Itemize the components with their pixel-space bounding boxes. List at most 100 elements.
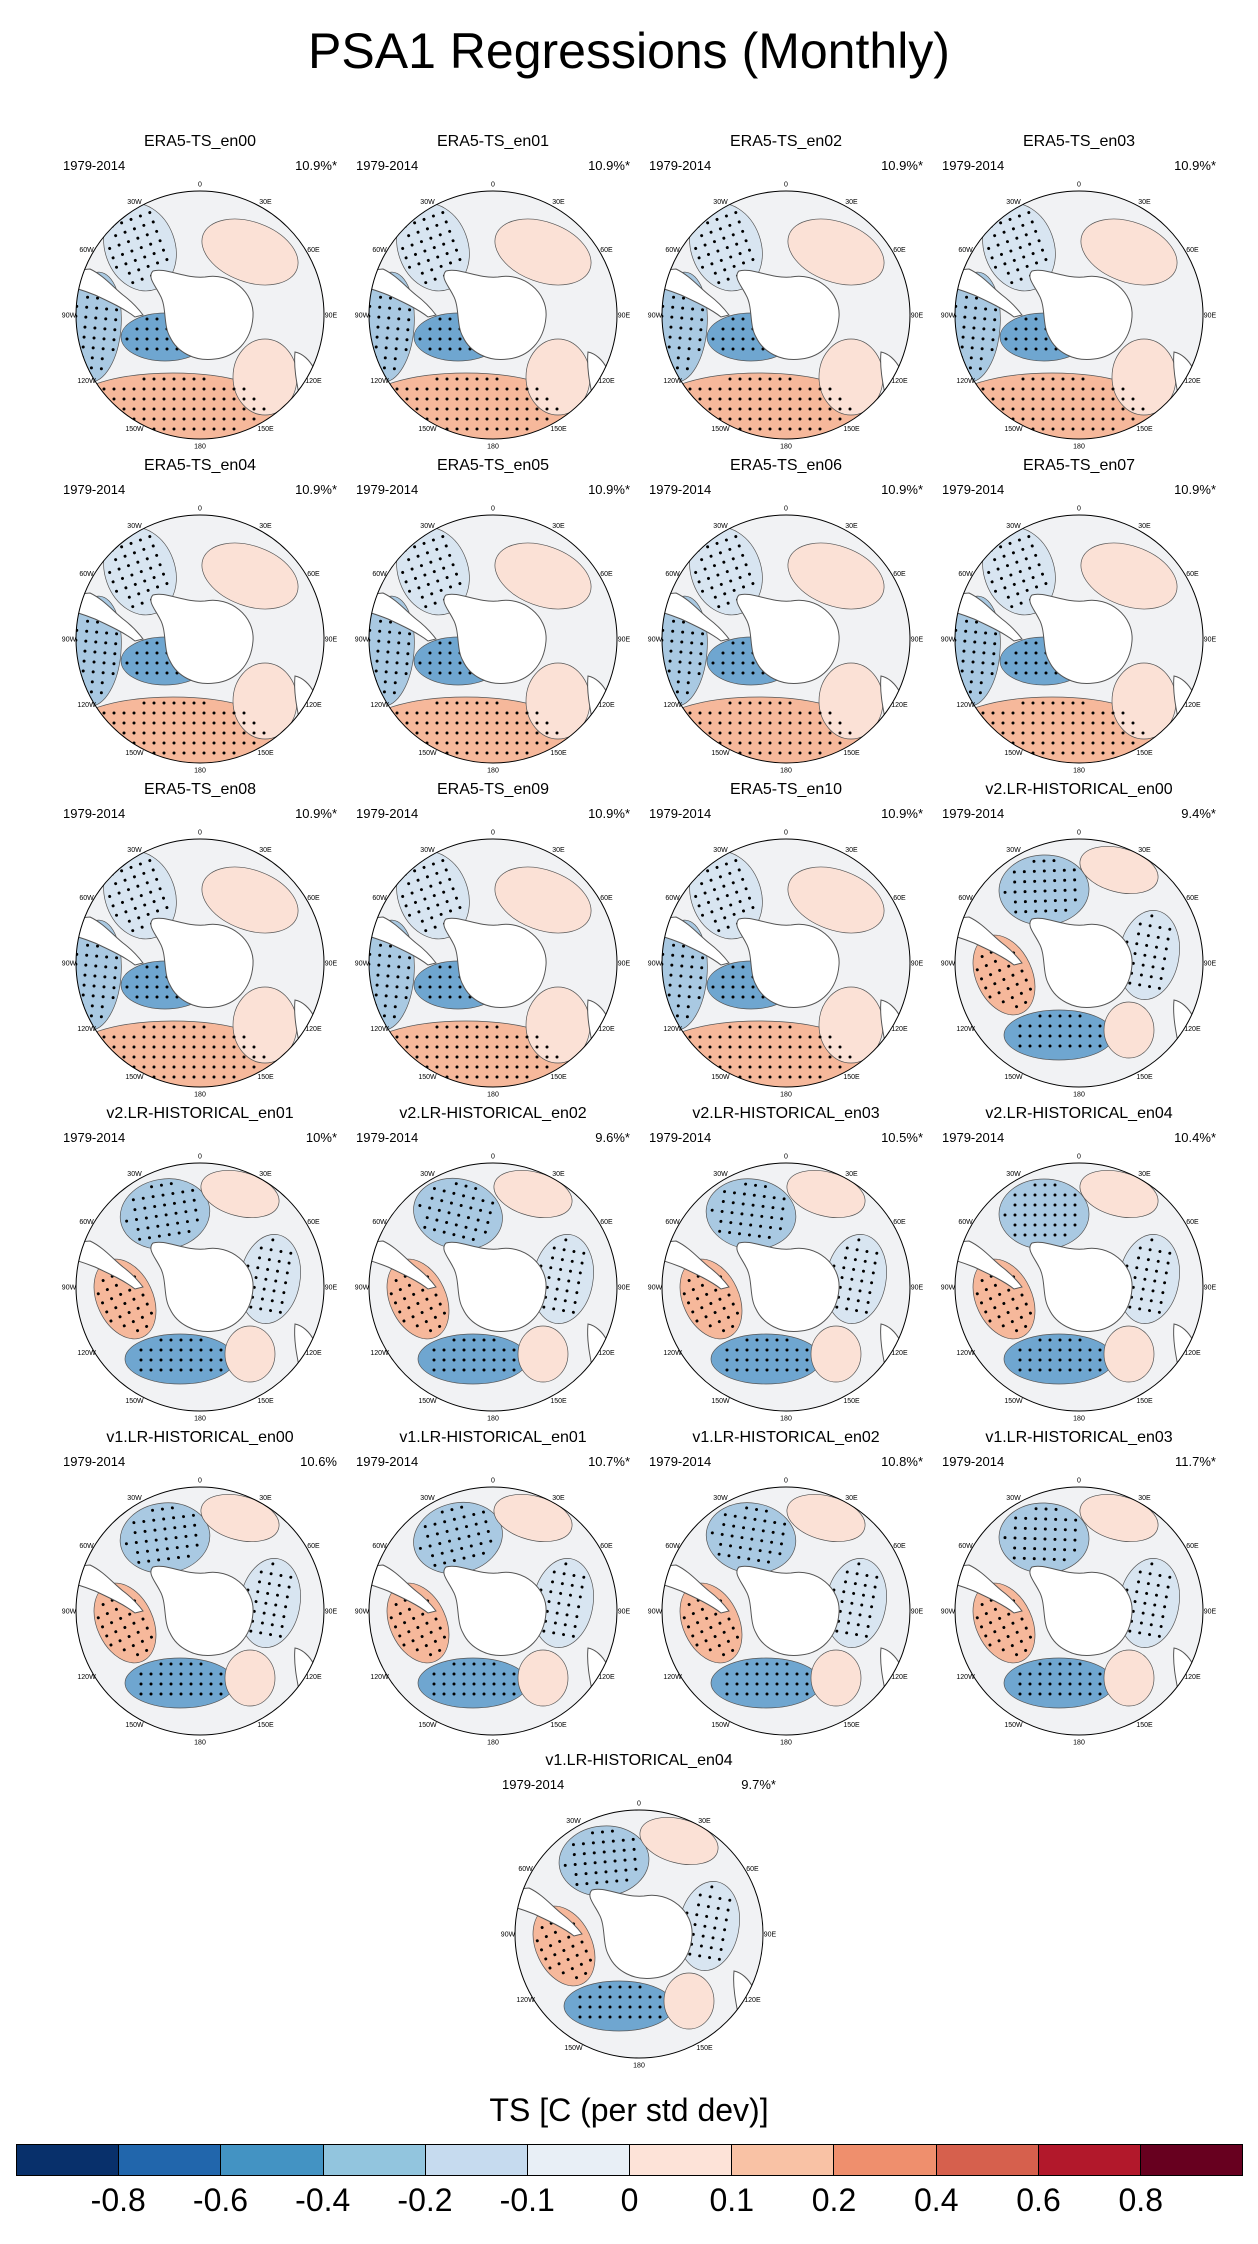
longitude-label: 30W [127,199,142,206]
panel-title: ERA5-TS_en04 [143,457,257,474]
longitude-label: 150W [1004,750,1023,757]
polar-map: 0 30E 60E 90E 120E 150E 180 150W 120W 90W 60W 30W [62,506,338,775]
polar-map: 0 30E 60E 90E 120E 150E 180 150W 120W 90W 60W 30W [62,830,338,1099]
longitude-label: 0 [1077,1154,1081,1161]
longitude-label: 150W [418,1398,437,1405]
longitude-label: 150W [418,1722,437,1729]
longitude-label: 150W [564,2045,583,2052]
longitude-label: 120W [370,1350,389,1357]
panel-variance-percent: 10.8%* [881,1454,923,1469]
anomaly-region-positive [493,1494,573,1542]
longitude-label: 0 [1077,182,1081,189]
longitude-label: 150W [125,426,144,433]
antarctica-land [1029,1241,1133,1333]
map-boundary [954,1486,1204,1736]
longitude-label: 60E [1186,247,1199,254]
longitude-label: 90W [62,637,77,644]
significance-stipple [710,1182,786,1239]
panel-period: 1979-2014 [63,482,126,497]
significance-stipple [418,1505,493,1567]
panel-title: v2.LR-HISTORICAL_en02 [399,1105,587,1122]
panel-period: 1979-2014 [649,158,712,173]
longitude-label: 0 [784,1154,788,1161]
panel-variance-percent: 10.9%* [588,482,630,497]
longitude-label: 30W [713,1495,728,1502]
polar-map: 0 30E 60E 90E 120E 150E 180 150W 120W 90W 60W 30W [62,1478,338,1747]
longitude-label: 90W [941,961,956,968]
longitude-label: 150E [257,1722,274,1729]
significance-stipple [76,933,119,1019]
longitude-label: 0 [491,1154,495,1161]
panel-title: v1.LR-HISTORICAL_en01 [399,1429,587,1446]
map-field [369,839,617,1087]
anomaly-region-positive [517,1325,569,1383]
panel-period: 1979-2014 [502,1777,565,1792]
longitude-label: 150W [1004,426,1023,433]
longitude-label: 90E [1204,313,1217,320]
longitude-label: 30W [1006,523,1021,530]
longitude-label: 60E [893,247,906,254]
longitude-label: 180 [780,1740,792,1747]
anomaly-region-positive [224,1649,276,1707]
map-field [369,1487,617,1735]
map-panel: v1.LR-HISTORICAL_en04 1979-2014 9.7%* 0 30E 6… [494,1752,784,2070]
longitude-label: 30W [1006,1171,1021,1178]
longitude-label: 0 [1077,506,1081,513]
longitude-label: 150E [843,1074,860,1081]
map-panel: ERA5-TS_en00 1979-2014 10.9%* 0 30E 60E 90E 120… [55,133,345,451]
panel-period: 1979-2014 [942,1454,1005,1469]
panel-title: v1.LR-HISTORICAL_en02 [692,1429,880,1446]
map-panel: v2.LR-HISTORICAL_en01 1979-2014 10%* 0 30E 60… [55,1105,345,1423]
longitude-label: 90W [941,313,956,320]
longitude-label: 180 [487,1740,499,1747]
longitude-label: 60W [79,1543,94,1550]
map-boundary [75,838,325,1088]
longitude-label: 30W [713,523,728,530]
longitude-label: 30W [127,523,142,530]
longitude-label: 180 [194,1092,206,1099]
map-boundary [954,190,1204,440]
longitude-label: 120E [891,1026,908,1033]
panel-title: ERA5-TS_en00 [143,133,257,150]
longitude-label: 60E [1186,1543,1199,1550]
significance-stipple [725,1662,809,1696]
significance-stipple [401,208,462,285]
longitude-label: 120E [305,378,322,385]
longitude-label: 0 [784,506,788,513]
colorbar-box [17,2145,120,2175]
longitude-label: 60W [79,571,94,578]
longitude-label: 120E [1184,1350,1201,1357]
panel-variance-percent: 10.9%* [1174,158,1216,173]
longitude-label: 60W [665,1543,680,1550]
antarctica-land [150,269,254,361]
map-field [76,839,324,1087]
longitude-label: 180 [780,444,792,451]
anomaly-region-positive [1079,1494,1159,1542]
significance-stipple [563,1829,638,1886]
longitude-label: 180 [1073,444,1085,451]
longitude-label: 30E [845,1171,858,1178]
longitude-label: 30W [566,1818,581,1825]
longitude-label: 90W [648,637,663,644]
longitude-label: 180 [487,768,499,775]
map-boundary [75,514,325,764]
significance-stipple [124,1506,199,1564]
longitude-label: 120E [891,378,908,385]
longitude-label: 60E [307,571,320,578]
significance-stipple [1018,1662,1102,1696]
panel-title: v2.LR-HISTORICAL_en00 [985,781,1173,798]
polar-map: 0 30E 60E 90E 120E 150E 180 150W 120W 90W 60W 30W [355,182,631,451]
longitude-label: 120W [77,1674,96,1681]
longitude-label: 150E [257,1398,274,1405]
longitude-label: 90W [501,1932,516,1939]
longitude-label: 150W [711,1398,730,1405]
panel-variance-percent: 9.4%* [1181,806,1216,821]
antarctica-land [443,593,547,685]
polar-map: 0 30E 60E 90E 120E 150E 180 150W 120W 90W 60W 30W [355,506,631,775]
longitude-label: 180 [633,2063,645,2070]
longitude-label: 90E [911,313,924,320]
panel-variance-percent: 10.9%* [588,806,630,821]
longitude-label: 120E [891,702,908,709]
map-boundary [661,1486,911,1736]
longitude-label: 90E [911,1609,924,1616]
